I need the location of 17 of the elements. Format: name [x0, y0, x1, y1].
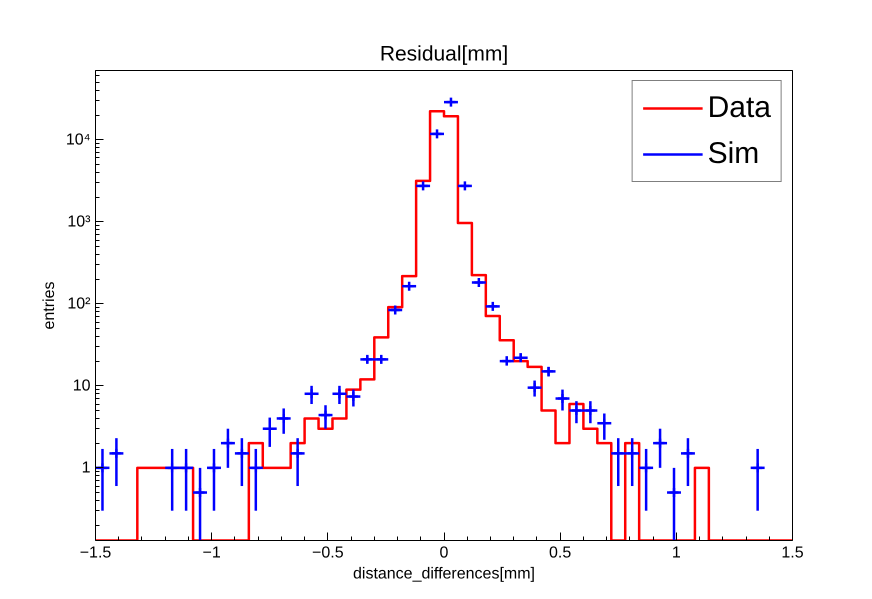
x-tick-label: 0.5: [549, 544, 572, 562]
legend-label: Sim: [708, 137, 760, 171]
x-tick-label: 1.5: [781, 544, 804, 562]
x-tick-label: 0: [440, 544, 449, 562]
legend-label: Data: [708, 91, 771, 125]
x-tick-label: −1.5: [80, 544, 112, 562]
x-tick-label: 1: [672, 544, 681, 562]
y-tick-label: 10: [72, 377, 91, 394]
y-tick-label: 10³: [67, 213, 92, 230]
y-tick-label: 1: [82, 459, 91, 476]
x-tick-label: −1: [202, 544, 221, 562]
x-tick-label: −0.5: [312, 544, 344, 562]
x-axis-title: distance_differences[mm]: [352, 566, 536, 582]
y-tick-label: 10⁴: [66, 131, 91, 148]
y-tick-label: 10²: [67, 295, 92, 312]
chart-title: Residual[mm]: [380, 42, 508, 66]
y-axis-title: entries: [40, 281, 58, 330]
